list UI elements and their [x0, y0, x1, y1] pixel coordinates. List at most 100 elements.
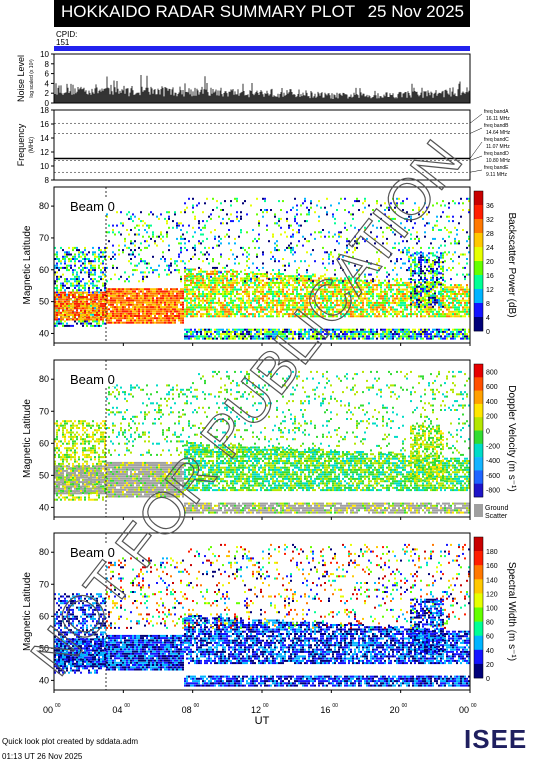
power-cell	[246, 264, 248, 267]
power-cell	[82, 251, 84, 254]
power-cell	[334, 279, 336, 282]
power-cell	[146, 312, 148, 315]
power-cell	[126, 301, 128, 304]
power-cell	[388, 313, 390, 316]
power-cell	[430, 337, 432, 340]
power-cell	[300, 304, 302, 307]
power-cell	[66, 314, 68, 316]
power-cell	[376, 308, 378, 311]
power-cell	[74, 305, 76, 308]
power-cell	[380, 335, 382, 338]
power-cell	[132, 319, 134, 322]
power-cell	[322, 262, 324, 265]
power-cell	[250, 313, 252, 316]
power-cell	[444, 304, 446, 307]
power-cell	[344, 197, 346, 200]
power-cell	[64, 316, 66, 319]
power-cell	[372, 284, 374, 287]
power-cell	[326, 295, 328, 298]
power-cell	[276, 299, 278, 302]
power-cell	[106, 290, 108, 293]
power-cell	[118, 321, 120, 324]
power-cell	[298, 295, 300, 298]
power-cell	[414, 304, 416, 307]
power-cell	[180, 310, 182, 313]
power-cell	[104, 266, 106, 269]
power-cell	[388, 284, 390, 287]
power-cell	[390, 202, 392, 205]
power-cell	[348, 275, 350, 278]
power-cell	[186, 284, 188, 287]
power-cell	[244, 306, 246, 309]
power-cell	[126, 310, 128, 313]
power-cell	[356, 197, 358, 200]
power-cell	[420, 335, 422, 338]
power-cell	[408, 335, 410, 338]
power-cell	[194, 253, 196, 256]
power-cell	[272, 301, 274, 304]
power-cell	[306, 286, 308, 289]
power-cell	[200, 273, 202, 276]
power-cell	[222, 222, 224, 225]
power-cell	[392, 335, 394, 338]
power-cell	[182, 233, 184, 236]
power-cell	[280, 273, 282, 275]
power-cell	[446, 215, 448, 218]
power-cell	[388, 310, 390, 313]
power-cell	[414, 261, 416, 264]
power-cell	[110, 321, 112, 324]
power-cell	[178, 242, 180, 245]
power-cell	[122, 310, 124, 313]
power-cell	[250, 330, 252, 333]
power-cell	[146, 306, 148, 309]
power-cell	[68, 309, 70, 312]
power-cell	[274, 335, 276, 338]
power-cell	[410, 278, 412, 281]
power-cell	[128, 233, 130, 236]
power-cell	[102, 253, 104, 256]
power-cell	[126, 213, 128, 216]
power-cell	[448, 286, 450, 289]
power-cell	[398, 286, 400, 289]
power-cell	[100, 298, 102, 301]
power-cell	[442, 211, 444, 214]
power-cell	[252, 271, 254, 274]
power-cell	[218, 328, 220, 331]
power-cell	[312, 280, 314, 283]
power-cell	[210, 328, 212, 331]
power-cell	[198, 226, 200, 229]
power-cell	[220, 255, 222, 258]
power-cell	[194, 244, 196, 247]
power-cell	[266, 301, 268, 304]
power-cell	[204, 295, 206, 298]
power-cell	[230, 330, 232, 333]
power-cell	[56, 280, 58, 283]
power-cell	[174, 297, 176, 300]
power-cell	[112, 224, 114, 227]
power-cell	[226, 301, 228, 304]
power-cell	[328, 255, 330, 258]
power-cell	[132, 301, 134, 304]
power-cell	[390, 284, 392, 287]
power-cell	[120, 299, 122, 302]
power-cell	[108, 255, 110, 258]
power-cell	[380, 295, 382, 298]
power-cell	[360, 293, 362, 295]
power-cell	[340, 288, 342, 291]
power-cell	[82, 262, 84, 265]
power-cell	[110, 317, 112, 320]
power-cell	[406, 335, 408, 338]
power-cell	[430, 335, 432, 338]
power-cell	[228, 313, 230, 316]
power-cell	[146, 275, 148, 278]
power-cell	[246, 279, 248, 282]
power-cell	[440, 267, 442, 270]
power-cell	[138, 280, 140, 283]
power-cell	[410, 286, 412, 289]
power-cell	[402, 299, 404, 302]
power-cell	[362, 288, 364, 291]
power-cell	[188, 337, 190, 340]
power-cell	[394, 279, 396, 282]
power-cell	[194, 330, 196, 333]
power-cell	[312, 288, 314, 291]
